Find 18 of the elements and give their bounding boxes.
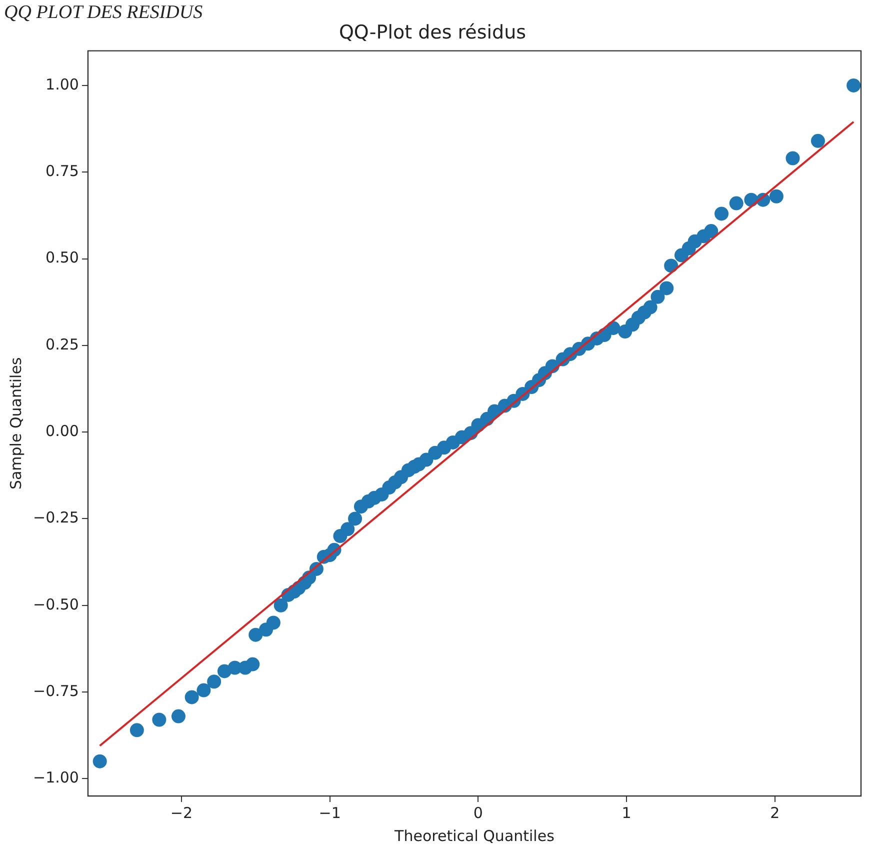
y-tick-label: 0.50 (46, 248, 79, 267)
x-axis-title: Theoretical Quantiles (394, 826, 555, 845)
y-tick-label: −0.50 (33, 595, 79, 614)
chart-title: QQ-Plot des résidus (338, 21, 526, 44)
x-tick-label: −1 (318, 804, 341, 822)
y-tick-label: 0.75 (46, 162, 79, 180)
x-tick-label: 0 (473, 804, 483, 822)
y-axis-title: Sample Quantiles (6, 357, 25, 490)
y-tick-label: −1.00 (33, 768, 79, 787)
x-tick-label: −2 (170, 804, 193, 822)
y-tick-label: −0.25 (33, 508, 79, 527)
y-tick-label: 1.00 (46, 75, 79, 94)
text: QQ PLOT DES RESIDUS (4, 2, 203, 24)
x-tick-label: 2 (770, 804, 780, 822)
x-tick-label: 1 (622, 804, 632, 822)
y-tick-label: −0.75 (33, 682, 79, 700)
y-tick-label: 0.00 (46, 422, 79, 440)
y-tick-label: 0.25 (46, 335, 79, 354)
